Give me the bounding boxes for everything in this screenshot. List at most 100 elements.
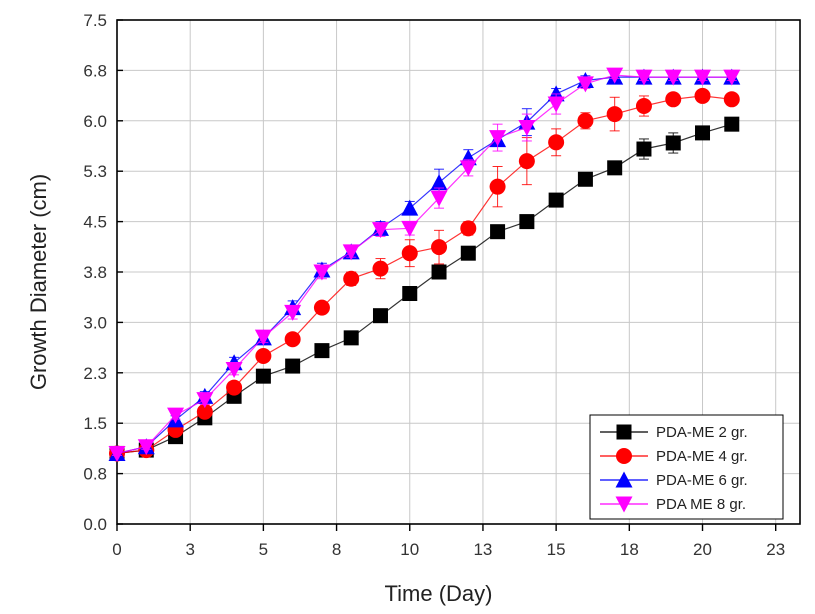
legend-item: PDA ME 8 gr. — [600, 496, 746, 513]
data-point — [226, 379, 243, 396]
data-point — [402, 286, 418, 302]
y-tick-label: 4.5 — [83, 213, 107, 232]
y-tick-label: 5.3 — [83, 162, 107, 181]
data-point — [196, 403, 213, 420]
data-point — [255, 368, 271, 384]
y-tick-label: 6.0 — [83, 112, 107, 131]
y-tick-label: 3.8 — [83, 263, 107, 282]
data-point — [606, 67, 624, 84]
data-point — [577, 171, 593, 187]
x-tick-label: 13 — [473, 540, 492, 559]
data-point — [284, 331, 301, 348]
data-point — [723, 69, 741, 86]
data-point — [431, 264, 447, 280]
data-point — [489, 130, 507, 147]
series-line — [116, 74, 732, 454]
series-4 — [108, 67, 741, 462]
series-layer — [108, 67, 741, 462]
legend-item: PDA-ME 2 gr. — [600, 424, 748, 441]
data-point — [343, 330, 359, 346]
y-axis-title: Growth Diameter (cm) — [26, 174, 51, 390]
data-point — [635, 69, 653, 86]
axis-ticks: 0.0 0.8 1.5 2.3 3.0 3.8 4.5 5.3 6.0 6.8 7.5 0 3 5 8 10 1… — [83, 11, 785, 559]
data-point — [518, 120, 536, 137]
data-point — [167, 407, 185, 424]
data-point — [694, 87, 711, 104]
data-point — [576, 76, 594, 93]
legend-marker — [616, 424, 632, 440]
legend: PDA-ME 2 gr. PDA-ME 4 gr. PDA-ME 6 gr. PDA … — [589, 414, 784, 520]
data-point — [254, 329, 272, 346]
series-line — [116, 76, 732, 454]
data-point — [548, 134, 565, 151]
data-point — [606, 106, 623, 123]
series-line — [116, 95, 732, 454]
legend-item: PDA-ME 6 gr. — [600, 471, 748, 489]
data-point — [489, 178, 506, 195]
data-point — [460, 245, 476, 261]
legend-label: PDA-ME 4 gr. — [656, 448, 748, 465]
data-point — [430, 190, 448, 207]
data-point — [401, 220, 419, 237]
y-tick-label: 1.5 — [83, 414, 107, 433]
legend-label: PDA ME 8 gr. — [656, 496, 746, 513]
data-point — [723, 91, 740, 108]
y-tick-label: 0.8 — [83, 465, 107, 484]
data-point — [313, 264, 331, 281]
data-point — [577, 112, 594, 129]
data-point — [636, 141, 652, 157]
data-point — [108, 445, 126, 462]
data-point — [313, 299, 330, 316]
data-point — [137, 439, 155, 456]
data-point — [372, 308, 388, 324]
data-point — [372, 260, 389, 277]
y-tick-label: 0.0 — [83, 515, 107, 534]
data-point — [607, 160, 623, 176]
data-point — [635, 98, 652, 115]
data-point — [665, 91, 682, 108]
data-point — [430, 174, 448, 191]
x-tick-label: 23 — [766, 540, 785, 559]
legend-marker — [615, 471, 633, 488]
data-point — [255, 348, 272, 364]
x-tick-label: 3 — [185, 540, 194, 559]
data-point — [548, 192, 564, 208]
x-tick-label: 5 — [259, 540, 268, 559]
data-point — [460, 220, 477, 237]
legend-label: PDA-ME 2 gr. — [656, 424, 748, 441]
data-point — [343, 270, 360, 287]
data-point — [225, 361, 243, 378]
data-point — [284, 304, 302, 321]
legend-marker — [615, 496, 633, 513]
data-point — [694, 69, 712, 86]
x-tick-label: 0 — [112, 540, 121, 559]
data-point — [490, 224, 506, 240]
data-point — [401, 245, 418, 262]
data-point — [518, 153, 535, 170]
data-point — [314, 343, 330, 359]
data-point — [401, 199, 419, 216]
x-tick-label: 20 — [693, 540, 712, 559]
series-line — [116, 123, 732, 454]
data-point — [665, 135, 681, 151]
y-tick-label: 3.0 — [83, 313, 107, 332]
y-tick-label: 2.3 — [83, 364, 107, 383]
data-point — [664, 69, 682, 86]
data-point — [371, 222, 389, 239]
x-axis-title: Time (Day) — [385, 581, 493, 606]
x-tick-label: 8 — [332, 540, 341, 559]
data-point — [196, 392, 214, 409]
data-point — [547, 96, 565, 113]
x-tick-label: 15 — [547, 540, 566, 559]
data-point — [285, 358, 301, 374]
data-point — [519, 214, 535, 230]
data-point — [342, 244, 360, 261]
x-tick-label: 10 — [400, 540, 419, 559]
legend-marker — [616, 448, 632, 464]
data-point — [724, 116, 740, 132]
data-point — [431, 239, 448, 256]
legend-item: PDA-ME 4 gr. — [600, 448, 748, 465]
y-tick-label: 7.5 — [83, 11, 107, 30]
